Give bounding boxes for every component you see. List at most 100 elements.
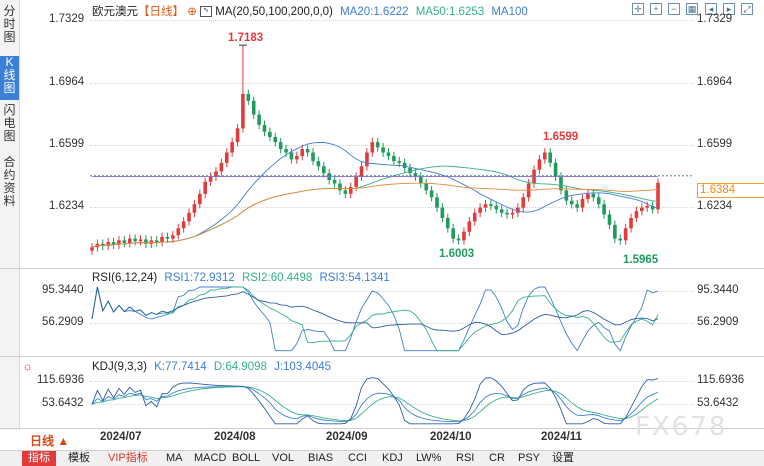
candle-body	[348, 186, 353, 194]
candle-body	[370, 142, 375, 153]
candle-body	[580, 199, 585, 208]
k-value: K:77.7414	[154, 361, 207, 373]
watermark-logo: FX678	[635, 412, 728, 442]
d-line	[91, 386, 659, 422]
symbol-name: 欧元澳元	[92, 6, 138, 18]
scroll-left-icon[interactable]: ◂	[705, 3, 717, 15]
rsi-params: RSI(6,12,24)	[92, 272, 158, 284]
candle-body	[338, 183, 342, 191]
y-label-left-3: 1.6599	[49, 138, 85, 150]
rsi-y-right-2: 56.2909	[697, 316, 739, 328]
tab-timeshare[interactable]: 分时图	[0, 5, 19, 45]
tab-kline[interactable]: K线图	[0, 56, 19, 100]
candle-body	[289, 152, 294, 160]
candle-body	[171, 235, 175, 239]
tab-macd[interactable]: MACD	[194, 452, 227, 464]
indicator-tabbar: 指标 模板 VIP指标 MA MACD BOLL VOL BIAS CCI KD…	[0, 450, 764, 466]
kline-chart[interactable]	[0, 0, 764, 430]
tab-kdj[interactable]: KDJ	[382, 452, 403, 464]
tab-cr[interactable]: CR	[489, 452, 505, 464]
kdj-y-left-1: 115.6936	[37, 374, 85, 386]
candle-body	[321, 166, 326, 174]
candle-body	[354, 176, 358, 187]
candle-body	[505, 212, 509, 215]
candle-body	[472, 212, 477, 222]
candle-body	[122, 240, 127, 243]
ma100-line	[91, 182, 659, 248]
kdj-y-right-1: 115.6936	[697, 374, 745, 386]
candle-body	[144, 239, 148, 244]
rsi-header: RSI(6,12,24) RSI1:72.9312 RSI2:60.4498 R…	[92, 272, 390, 284]
fullscreen-icon[interactable]: ⤢	[741, 3, 753, 15]
candle-body	[284, 149, 288, 153]
candle-body	[445, 217, 450, 229]
tab-cci[interactable]: CCI	[348, 452, 367, 464]
tab-vol[interactable]: VOL	[272, 452, 295, 464]
candle-body	[165, 236, 170, 239]
k-line	[91, 386, 659, 423]
candle-body	[424, 183, 429, 191]
candle-body	[429, 190, 434, 198]
rsi1-value: RSI1:72.9312	[164, 272, 235, 284]
candle-body	[219, 162, 224, 172]
tab-boll[interactable]: BOLL	[232, 452, 261, 464]
x-label-1: 2024/07	[100, 431, 142, 443]
candle-body	[230, 142, 234, 153]
candle-body	[397, 161, 402, 163]
candle-body	[203, 181, 207, 194]
candle-body	[198, 193, 202, 205]
candle-body	[365, 152, 369, 167]
candle-body	[214, 171, 218, 177]
candle-body	[543, 152, 547, 160]
candle-body	[489, 204, 493, 206]
candle-body	[650, 205, 655, 210]
tab-flash[interactable]: 闪电图	[0, 104, 19, 144]
y-label-right-1: 1.7329	[697, 13, 733, 25]
tab-psy[interactable]: PSY	[518, 452, 541, 464]
settings-icon[interactable]: ⊕	[187, 6, 197, 18]
tab-ma[interactable]: MA	[166, 452, 183, 464]
zoom-out-icon[interactable]: −	[668, 3, 680, 15]
tab-flash-label: 闪电图	[3, 103, 16, 143]
candle-body	[494, 205, 499, 210]
candle-body	[392, 155, 396, 162]
tab-vip-indicator[interactable]: VIP指标	[108, 452, 148, 464]
candle-body	[381, 147, 385, 153]
tab-contract-info[interactable]: 合约资料	[0, 156, 19, 212]
ma50-value: MA50:1.6253	[415, 6, 485, 18]
tab-template[interactable]: 模板	[68, 452, 90, 464]
bug-icon[interactable]: ☼	[22, 359, 33, 373]
tab-contract-label: 合约资料	[3, 155, 16, 208]
tab-rsi[interactable]: RSI	[456, 452, 475, 464]
tab-bias[interactable]: BIAS	[308, 452, 334, 464]
candle-body	[251, 100, 256, 115]
period-label[interactable]: 【日线】	[138, 6, 184, 18]
zoom-in-icon[interactable]: +	[650, 3, 662, 15]
candle-body	[305, 149, 310, 153]
candle-body	[273, 136, 278, 143]
tab-lw[interactable]: LW%	[416, 452, 442, 464]
candle-body	[192, 204, 197, 213]
candle-body	[607, 214, 612, 225]
grid-icon[interactable]: ▦	[686, 3, 698, 15]
x-label-3: 2024/09	[326, 431, 368, 443]
tab-indicator[interactable]: 指标	[22, 451, 56, 466]
crosshair-icon[interactable]: ✛	[632, 3, 644, 15]
candle-body	[235, 128, 240, 143]
candle-body	[569, 200, 574, 205]
candle-body	[435, 197, 439, 208]
y-label-right-3: 1.6599	[697, 138, 733, 150]
ma20-value: MA20:1.6222	[340, 6, 409, 18]
candle-body	[537, 159, 542, 170]
candle-body	[559, 176, 563, 191]
d-value: D:64.9098	[213, 361, 267, 373]
y-label-left-4: 1.6234	[49, 200, 85, 212]
candle-body	[268, 131, 272, 137]
chart-header: 欧元澳元【日线】 ⊕ ∿ MA(20,50,100,200,0,0) MA20:…	[92, 3, 528, 19]
chart-icon[interactable]: ∿	[200, 6, 213, 18]
tab-settings[interactable]: 设置	[552, 452, 574, 464]
candle-body	[154, 240, 159, 243]
period-selector[interactable]: 日线 ▲	[30, 434, 70, 448]
candle-body	[499, 209, 504, 213]
scroll-right-icon[interactable]: ▸	[723, 3, 735, 15]
